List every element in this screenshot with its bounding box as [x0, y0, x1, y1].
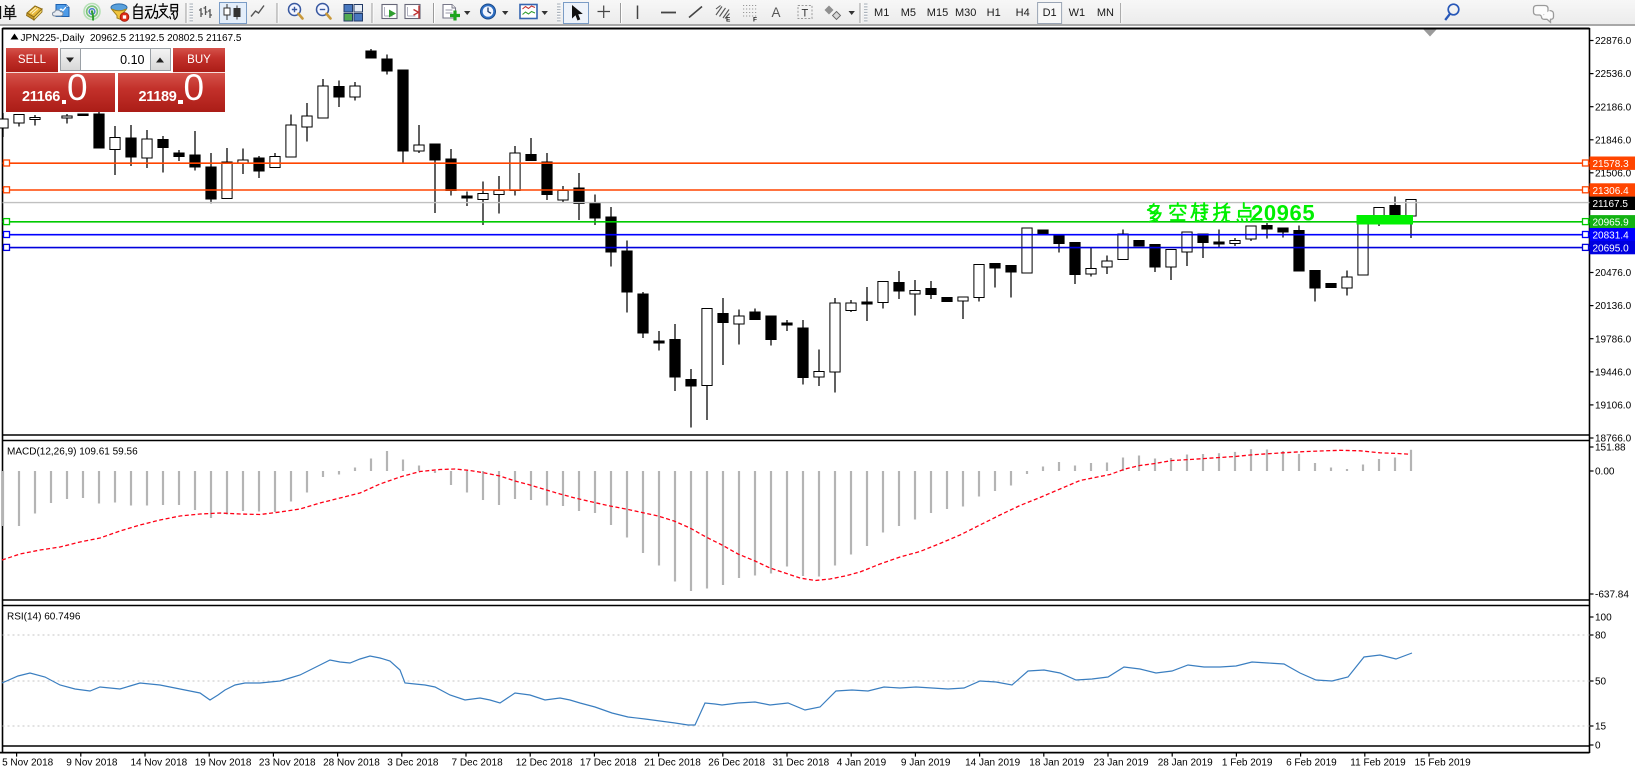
svg-text:100: 100 [1595, 613, 1612, 624]
svg-text:E: E [726, 17, 731, 24]
svg-text:11 Feb 2019: 11 Feb 2019 [1350, 758, 1406, 769]
svg-text:M5: M5 [901, 7, 916, 19]
svg-text:9 Nov 2018: 9 Nov 2018 [66, 758, 118, 769]
svg-text:19 Nov 2018: 19 Nov 2018 [195, 758, 252, 769]
svg-text:19446.0: 19446.0 [1595, 367, 1632, 378]
svg-text:MN: MN [1097, 7, 1114, 19]
svg-text:7 Dec 2018: 7 Dec 2018 [452, 758, 504, 769]
svg-text:80: 80 [1595, 631, 1607, 642]
svg-text:26 Dec 2018: 26 Dec 2018 [708, 758, 765, 769]
svg-text:21 Dec 2018: 21 Dec 2018 [644, 758, 701, 769]
svg-text:14 Nov 2018: 14 Nov 2018 [131, 758, 188, 769]
svg-text:22876.0: 22876.0 [1595, 36, 1632, 47]
svg-text:23 Nov 2018: 23 Nov 2018 [259, 758, 316, 769]
svg-text:21506.0: 21506.0 [1595, 168, 1632, 179]
svg-text:RSI(14) 60.7496: RSI(14) 60.7496 [7, 612, 81, 623]
svg-text:M1: M1 [874, 7, 889, 19]
svg-text:20965.9: 20965.9 [1593, 218, 1630, 229]
svg-text:50: 50 [1595, 677, 1607, 688]
svg-text:28 Jan 2019: 28 Jan 2019 [1158, 758, 1213, 769]
svg-text:18766.0: 18766.0 [1595, 434, 1632, 445]
svg-text:MACD(12,26,9) 109.61 59.56: MACD(12,26,9) 109.61 59.56 [7, 447, 138, 458]
svg-text:20965: 20965 [1251, 201, 1315, 226]
svg-text:18 Jan 2019: 18 Jan 2019 [1029, 758, 1084, 769]
svg-text:4 Jan 2019: 4 Jan 2019 [837, 758, 887, 769]
svg-text:22536.0: 22536.0 [1595, 69, 1632, 80]
svg-text:19106.0: 19106.0 [1595, 401, 1632, 412]
svg-text:21167.5: 21167.5 [1593, 199, 1629, 210]
svg-text:3 Dec 2018: 3 Dec 2018 [387, 758, 439, 769]
svg-text:A: A [772, 5, 781, 20]
svg-text:28 Nov 2018: 28 Nov 2018 [323, 758, 380, 769]
svg-text:H1: H1 [987, 7, 1001, 19]
svg-text:21578.3: 21578.3 [1593, 159, 1630, 170]
svg-text:23 Jan 2019: 23 Jan 2019 [1094, 758, 1149, 769]
svg-text:20831.4: 20831.4 [1593, 231, 1630, 242]
svg-text:H4: H4 [1016, 7, 1030, 19]
svg-text:5 Nov 2018: 5 Nov 2018 [2, 758, 54, 769]
svg-text:15 Feb 2019: 15 Feb 2019 [1415, 758, 1472, 769]
svg-text:M15: M15 [927, 7, 948, 19]
svg-text:21846.0: 21846.0 [1595, 135, 1632, 146]
svg-text:21306.4: 21306.4 [1593, 186, 1630, 197]
svg-text:17 Dec 2018: 17 Dec 2018 [580, 758, 637, 769]
svg-text:W1: W1 [1069, 7, 1086, 19]
svg-text:20476.0: 20476.0 [1595, 268, 1632, 279]
svg-text:JPN225-,Daily 20962.5 21192.5: JPN225-,Daily 20962.5 21192.5 20802.5 21… [21, 33, 242, 44]
svg-text:T: T [802, 8, 809, 20]
svg-text:M30: M30 [955, 7, 976, 19]
svg-text:151.88: 151.88 [1595, 443, 1626, 454]
svg-text:0.00: 0.00 [1595, 467, 1615, 478]
svg-text:20136.0: 20136.0 [1595, 301, 1632, 312]
svg-text:12 Dec 2018: 12 Dec 2018 [516, 758, 573, 769]
svg-text:14 Jan 2019: 14 Jan 2019 [965, 758, 1020, 769]
svg-text:F: F [753, 17, 757, 24]
svg-text:19786.0: 19786.0 [1595, 334, 1632, 345]
svg-text:-637.84: -637.84 [1595, 590, 1629, 601]
svg-text:15: 15 [1595, 722, 1607, 733]
svg-text:6 Feb 2019: 6 Feb 2019 [1286, 758, 1337, 769]
svg-text:9 Jan 2019: 9 Jan 2019 [901, 758, 951, 769]
svg-text:31 Dec 2018: 31 Dec 2018 [773, 758, 830, 769]
svg-text:D1: D1 [1043, 7, 1057, 19]
svg-text:20695.0: 20695.0 [1593, 243, 1630, 254]
svg-text:1 Feb 2019: 1 Feb 2019 [1222, 758, 1273, 769]
svg-text:22186.0: 22186.0 [1595, 102, 1632, 113]
svg-text:0: 0 [1595, 741, 1601, 752]
